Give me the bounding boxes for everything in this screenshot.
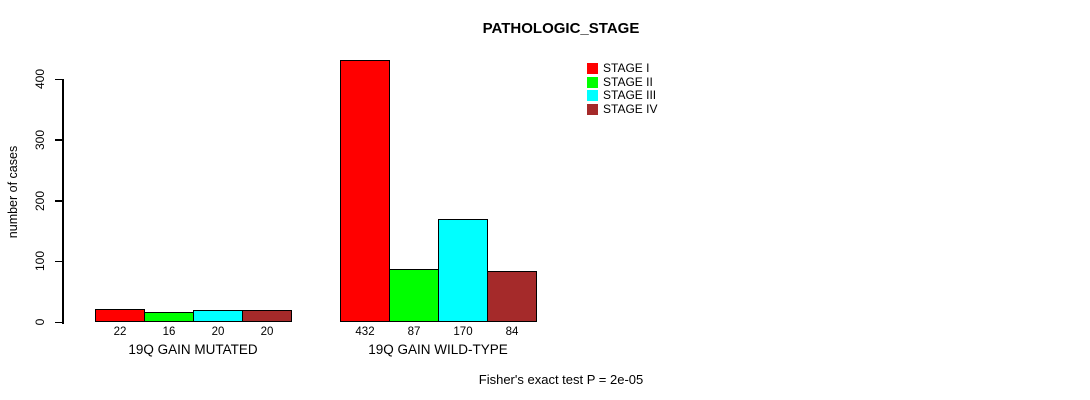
group-label: 19Q GAIN WILD-TYPE	[368, 342, 508, 357]
bar	[144, 312, 194, 322]
y-axis-line	[62, 79, 64, 324]
group-label: 19Q GAIN MUTATED	[128, 342, 258, 357]
bar	[193, 310, 243, 322]
bar	[389, 269, 439, 322]
bar-value-label: 84	[505, 326, 519, 338]
legend-item: STAGE IV	[587, 101, 658, 117]
y-axis-tick	[55, 139, 62, 141]
y-axis-tick	[55, 260, 62, 263]
legend-item: STAGE II	[587, 74, 657, 90]
bar	[487, 271, 537, 322]
legend-item-label: STAGE IV	[603, 101, 658, 116]
legend-item: STAGE III	[587, 89, 657, 103]
legend-item-label: STAGE I	[603, 61, 650, 76]
chart-title: PATHOLOGIC_STAGE	[482, 20, 640, 37]
y-axis-tick-label: 0	[33, 318, 47, 326]
legend-item-label: STAGE III	[603, 88, 657, 103]
y-axis-tick-label: 200	[33, 190, 47, 211]
bar-value-label: 22	[113, 326, 127, 338]
y-axis-tick	[55, 200, 62, 202]
y-axis-tick	[55, 78, 62, 80]
legend-item: STAGE I	[587, 62, 657, 76]
y-axis-tick-label: 300	[33, 129, 47, 150]
bar	[340, 60, 390, 322]
bar-value-label: 170	[453, 326, 473, 338]
legend-item-label: STAGE II	[603, 74, 653, 89]
legend: STAGE I STAGE II STAGE III STAGE IV	[587, 62, 657, 116]
y-axis-label: number of cases	[6, 145, 20, 239]
legend-swatch	[587, 103, 598, 115]
bar-value-label: 20	[211, 326, 225, 338]
footnote: Fisher's exact test P = 2e-05	[478, 372, 644, 387]
bar-value-label: 20	[260, 326, 274, 338]
legend-swatch	[587, 90, 598, 102]
y-axis-tick-label: 400	[33, 68, 47, 90]
bar	[95, 309, 145, 322]
y-axis-tick-label: 100	[33, 251, 47, 272]
bar	[438, 219, 488, 322]
bar-value-label: 87	[407, 326, 421, 338]
y-axis-tick	[55, 321, 62, 323]
legend-swatch	[587, 76, 598, 88]
bar	[242, 310, 292, 322]
legend-swatch	[587, 63, 598, 75]
bar-value-label: 432	[355, 326, 375, 338]
bar-value-label: 16	[162, 326, 176, 338]
